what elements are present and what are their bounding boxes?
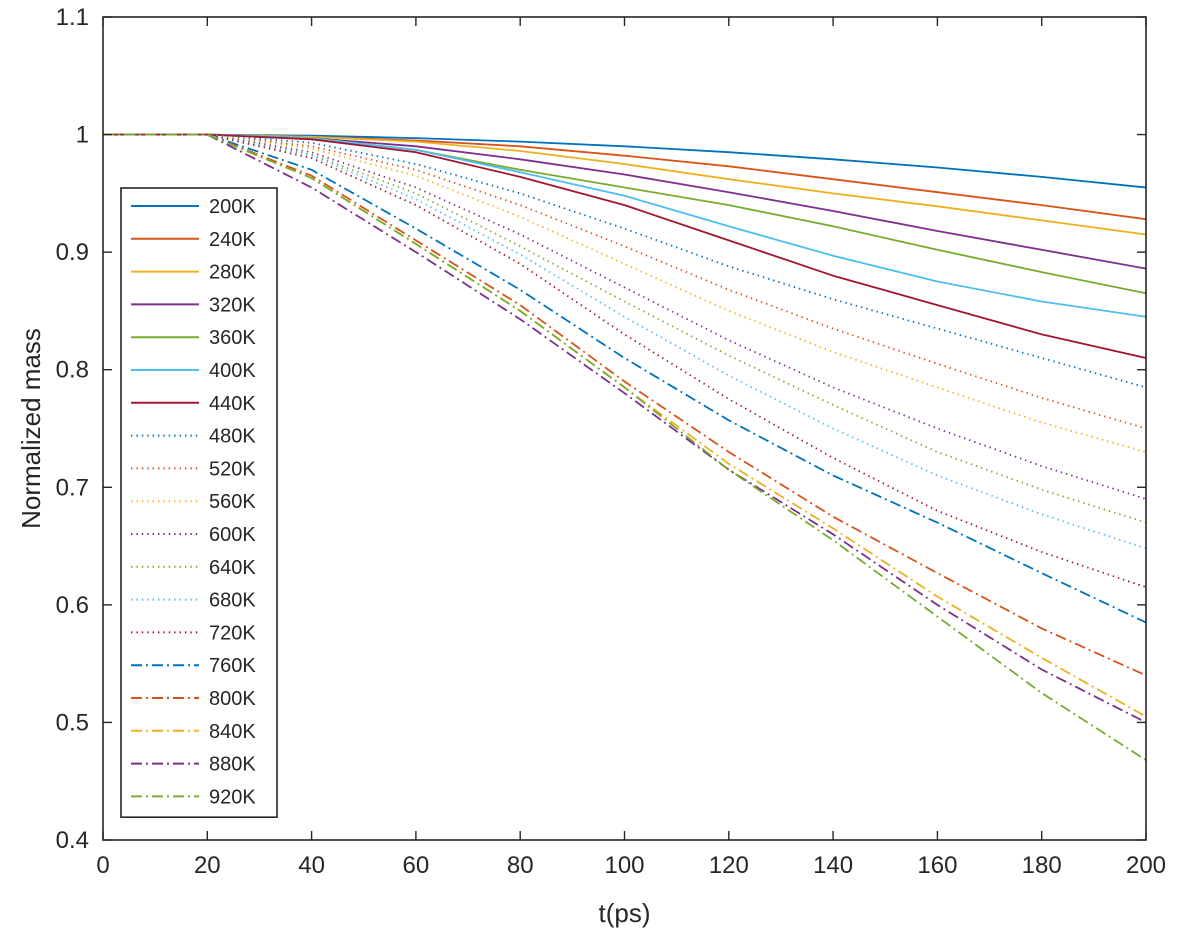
legend-label-280K: 280K [209, 262, 256, 284]
series-line-760K [103, 133, 1147, 624]
x-tick-label: 60 [403, 852, 430, 879]
y-tick-label: 1.1 [56, 4, 89, 31]
y-tick-label: 0.6 [56, 592, 89, 619]
x-tick-label: 200 [1126, 852, 1166, 879]
legend: 200K 240K 280K 320K 360K 400K 440K 480K 520K 560K… [120, 187, 278, 819]
legend-label-360K: 360K [209, 327, 256, 349]
legend-box [120, 187, 278, 819]
series-lines [103, 133, 1147, 761]
x-tick-label: 120 [709, 852, 749, 879]
series-line-640K [103, 133, 1147, 524]
legend-label-480K: 480K [209, 426, 256, 448]
series-line-440K [103, 133, 1147, 359]
axis-ticks [102, 16, 1147, 841]
series-line-800K [103, 133, 1147, 677]
series-line-480K [103, 133, 1147, 389]
axis-tick-labels: 0 20 40 60 80 100 120 140 160 180 200 0.4 0.5 0.6 0.7 0… [56, 4, 1166, 879]
series-line-920K [103, 133, 1147, 761]
x-tick-label: 40 [298, 852, 325, 879]
y-axis-title: Normalized mass [16, 328, 46, 529]
legend-label-800K: 800K [209, 688, 256, 710]
legend-label-440K: 440K [209, 393, 256, 415]
y-tick-label: 0.9 [56, 239, 89, 266]
legend-label-400K: 400K [209, 360, 256, 382]
legend-label-240K: 240K [209, 229, 256, 251]
legend-label-600K: 600K [209, 524, 256, 546]
x-tick-label: 180 [1022, 852, 1062, 879]
x-axis-title: t(ps) [599, 898, 651, 928]
legend-label-920K: 920K [209, 786, 256, 808]
y-tick-label: 0.7 [56, 474, 89, 501]
legend-label-760K: 760K [209, 655, 256, 677]
legend-label-520K: 520K [209, 458, 256, 480]
legend-label-840K: 840K [209, 721, 256, 743]
x-tick-label: 160 [917, 852, 957, 879]
legend-label-640K: 640K [209, 557, 256, 579]
legend-label-320K: 320K [209, 294, 256, 316]
legend-label-680K: 680K [209, 590, 256, 612]
y-tick-label: 1 [76, 122, 89, 149]
series-line-600K [103, 133, 1147, 500]
y-tick-label: 0.4 [56, 827, 89, 854]
legend-label-880K: 880K [209, 754, 256, 776]
series-line-680K [103, 133, 1147, 550]
series-line-880K [103, 133, 1147, 724]
y-tick-label: 0.8 [56, 357, 89, 384]
x-tick-label: 140 [813, 852, 853, 879]
x-tick-label: 0 [96, 852, 109, 879]
legend-label-560K: 560K [209, 491, 256, 513]
legend-label-200K: 200K [209, 196, 256, 218]
y-tick-label: 0.5 [56, 709, 89, 736]
x-tick-label: 20 [194, 852, 221, 879]
legend-label-720K: 720K [209, 622, 256, 644]
x-tick-label: 100 [604, 852, 644, 879]
x-tick-label: 80 [507, 852, 534, 879]
